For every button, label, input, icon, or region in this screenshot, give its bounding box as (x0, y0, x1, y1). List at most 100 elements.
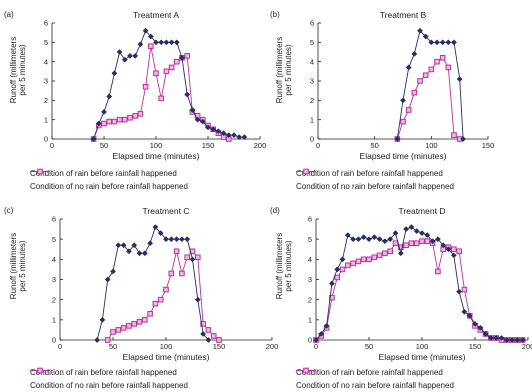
data-point-rain (417, 27, 423, 34)
data-point-no-rain (400, 118, 406, 125)
data-point-no-rain (158, 95, 164, 102)
data-point-no-rain (216, 337, 222, 343)
data-point-no-rain (451, 246, 457, 253)
data-point-no-rain (131, 321, 137, 327)
data-point-rain (199, 118, 206, 125)
x-tick-label: 50 (365, 342, 373, 351)
y-tick-label: 5 (52, 235, 56, 244)
y-tick-label: 0 (52, 336, 56, 345)
data-point-rain (137, 41, 144, 48)
data-point-no-rain (120, 325, 127, 331)
data-point-no-rain (435, 268, 441, 275)
data-point-rain (434, 39, 440, 46)
data-point-no-rain (115, 327, 122, 333)
data-point-rain (493, 335, 500, 341)
data-point-rain (392, 230, 399, 237)
data-point-rain (450, 252, 457, 259)
data-point-rain (194, 296, 201, 303)
data-point-rain (110, 268, 116, 275)
legend: Condition of rain before rainfall happen… (30, 167, 188, 193)
data-point-no-rain (168, 270, 175, 277)
panel-label: (d) (270, 206, 280, 215)
data-point-rain (178, 236, 185, 243)
y-tick-label: 2 (44, 96, 48, 105)
data-point-no-rain (127, 114, 133, 121)
data-point-no-rain (132, 113, 138, 119)
data-point-rain (422, 33, 429, 40)
data-point-no-rain (445, 64, 452, 71)
legend-item: Condition of no rain before rainfall hap… (30, 367, 188, 392)
legend-item: Condition of rain before rainfall happen… (30, 167, 188, 180)
x-axis-label: Elapsed time (minutes) (378, 352, 466, 362)
y-tick-label: 4 (308, 255, 312, 264)
y-tick-label: 0 (44, 135, 48, 144)
chart-title: Treatment A (133, 10, 179, 20)
x-tick-label: 100 (416, 342, 429, 351)
x-tick-label: 200 (522, 342, 532, 351)
data-point-no-rain (382, 250, 388, 257)
y-tick-label: 1 (310, 115, 314, 124)
y-tick-label: 1 (308, 315, 312, 324)
chart-panel-c: (c) Treatment C Runoff (millimeters per … (0, 196, 278, 392)
data-point-no-rain (163, 286, 169, 293)
data-point-rain (376, 236, 383, 243)
y-tick-label: 5 (44, 38, 48, 47)
data-point-no-rain (153, 70, 159, 77)
data-point-rain (173, 236, 180, 243)
legend-item: Condition of rain before rainfall happen… (296, 366, 454, 379)
data-point-rain (451, 39, 457, 46)
data-point-no-rain (205, 327, 212, 333)
y-tick-label: 6 (52, 215, 56, 224)
data-point-rain (205, 124, 211, 131)
data-point-rain (147, 240, 154, 247)
data-point-rain (173, 39, 180, 46)
data-point-rain (115, 242, 122, 249)
legend: Condition of rain before rainfall happen… (296, 167, 454, 193)
y-tick-label: 1 (44, 115, 48, 124)
data-point-rain (350, 236, 357, 243)
data-point-no-rain (408, 240, 415, 247)
data-point-rain (236, 134, 243, 141)
legend-key-square (296, 367, 316, 374)
data-point-rain (387, 236, 394, 243)
data-point-rain (99, 316, 106, 323)
data-point-rain (147, 33, 154, 40)
y-tick-label: 3 (52, 275, 56, 284)
y-tick-label: 5 (310, 38, 314, 47)
data-point-rain (519, 337, 526, 343)
legend: Condition of rain before rainfall happen… (296, 366, 454, 392)
data-point-rain (194, 116, 201, 123)
x-tick-label: 150 (202, 141, 215, 150)
y-tick-label: 3 (44, 77, 48, 86)
legend-item: Condition of no rain before rainfall hap… (30, 168, 188, 193)
data-point-rain (157, 230, 164, 237)
data-point-no-rain (355, 258, 362, 265)
data-point-rain (466, 312, 473, 319)
y-tick-label: 3 (308, 275, 312, 284)
data-point-rain (106, 93, 113, 100)
data-point-rain (116, 49, 123, 55)
y-tick-label: 4 (310, 57, 314, 66)
legend-label: Condition of rain before rainfall happen… (296, 169, 443, 178)
y-tick-label: 0 (308, 336, 312, 345)
legend-label: Condition of rain before rainfall happen… (296, 368, 443, 377)
series-line-rain (96, 226, 209, 341)
data-point-rain (334, 266, 341, 273)
data-point-rain (400, 97, 406, 104)
y-tick-label: 4 (52, 255, 56, 264)
legend-item: Condition of rain before rainfall happen… (30, 366, 188, 379)
data-point-rain (411, 50, 418, 57)
data-point-no-rain (184, 254, 190, 261)
legend-item: Condition of no rain before rainfall hap… (296, 168, 454, 193)
data-point-no-rain (116, 116, 123, 123)
data-point-no-rain (104, 337, 111, 343)
data-point-rain (152, 224, 159, 231)
data-point-rain (328, 280, 335, 287)
plot-area: 0 1 2 3 4 5 6 0 50 100 150 200 (44, 19, 266, 150)
legend-item: Condition of no rain before rainfall hap… (296, 367, 454, 392)
data-point-rain (381, 238, 388, 245)
data-point-rain (339, 256, 346, 263)
data-point-rain (434, 236, 441, 243)
data-point-no-rain (200, 321, 206, 327)
data-point-no-rain (405, 107, 412, 113)
